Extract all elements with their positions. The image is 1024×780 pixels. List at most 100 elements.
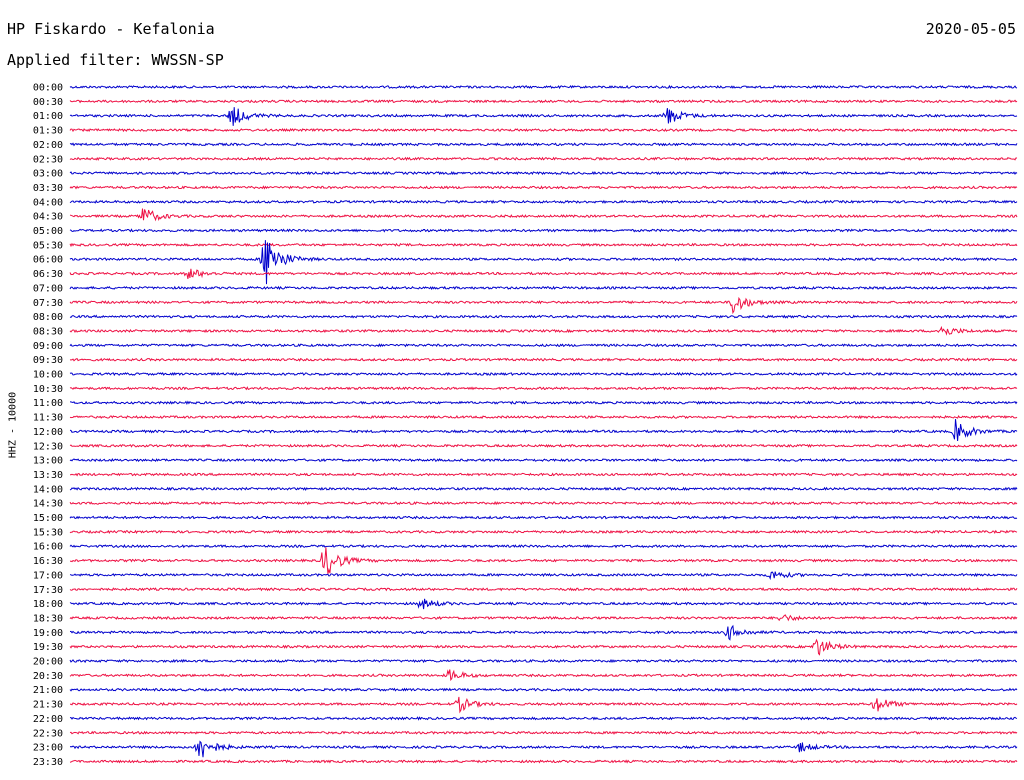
seismic-trace: [69, 142, 1018, 147]
row-time-label: 14:30: [33, 499, 63, 510]
seismic-trace: [69, 529, 1018, 534]
seismic-trace: [69, 614, 1018, 622]
row-time-label: 07:00: [33, 283, 63, 294]
row-time-label: 20:30: [33, 671, 63, 682]
seismic-trace: [69, 547, 1018, 575]
row-time-label: 11:00: [33, 398, 63, 409]
row-time-label: 01:30: [33, 126, 63, 137]
seismic-trace: [70, 400, 1018, 406]
seismic-trace: [69, 419, 1018, 442]
row-time-label: 19:00: [33, 628, 63, 639]
seismic-trace: [69, 759, 1018, 764]
row-time-label: 13:00: [33, 456, 63, 467]
station-title: HP Fiskardo - Kefalonia: [7, 20, 215, 38]
seismic-trace: [69, 443, 1018, 448]
seismic-trace: [69, 199, 1018, 204]
row-time-label: 00:00: [33, 83, 63, 94]
seismic-trace: [69, 107, 1018, 126]
row-time-label: 12:30: [33, 441, 63, 452]
seismic-trace: [69, 343, 1018, 348]
row-time-label: 15:00: [33, 513, 63, 524]
seismic-trace: [69, 515, 1018, 520]
seismic-trace: [69, 296, 1018, 315]
row-time-label: 10:30: [33, 384, 63, 395]
row-time-label: 21:00: [33, 685, 63, 696]
seismic-trace: [69, 571, 1018, 581]
row-time-label: 22:00: [33, 714, 63, 725]
seismic-trace: [69, 371, 1018, 377]
row-time-label: 04:30: [33, 212, 63, 223]
seismic-trace: [69, 99, 1018, 104]
seismic-trace: [69, 156, 1018, 161]
row-time-label: 10:00: [33, 370, 63, 381]
row-time-label: 05:30: [33, 240, 63, 251]
seismic-trace: [69, 208, 1018, 222]
seismic-trace: [69, 314, 1018, 319]
seismic-trace: [69, 84, 1018, 90]
seismic-trace: [69, 386, 1018, 391]
row-time-label: 23:30: [33, 757, 63, 768]
seismic-trace: [69, 325, 1018, 336]
seismic-trace: [69, 500, 1018, 506]
seismic-trace: [69, 543, 1018, 549]
seismic-trace: [69, 414, 1018, 420]
row-time-label: 12:00: [33, 427, 63, 438]
seismic-trace: [69, 242, 1018, 248]
seismic-trace: [69, 127, 1018, 133]
seismic-trace: [69, 357, 1018, 362]
row-time-label: 17:30: [33, 585, 63, 596]
row-time-label: 09:00: [33, 341, 63, 352]
row-time-label: 08:30: [33, 326, 63, 337]
seismic-trace: [69, 740, 1018, 758]
row-time-label: 03:30: [33, 183, 63, 194]
row-time-label: 22:30: [33, 728, 63, 739]
filter-label: Applied filter: WWSSN-SP: [7, 51, 224, 69]
seismic-trace: [70, 472, 1018, 477]
row-time-label: 16:00: [33, 542, 63, 553]
row-time-label: 14:00: [33, 484, 63, 495]
seismic-trace: [69, 638, 1018, 656]
row-time-label: 16:30: [33, 556, 63, 567]
row-time-label: 00:30: [33, 97, 63, 108]
row-time-label: 06:00: [33, 255, 63, 266]
row-time-label: 02:00: [33, 140, 63, 151]
row-time-label: 09:30: [33, 355, 63, 366]
row-time-label: 06:30: [33, 269, 63, 280]
row-time-label: 20:00: [33, 657, 63, 668]
seismic-trace: [69, 285, 1018, 291]
row-time-label: 08:00: [33, 312, 63, 323]
seismic-trace: [69, 716, 1018, 721]
row-time-label: 21:30: [33, 700, 63, 711]
seismic-trace: [69, 268, 1018, 279]
row-time-label: 19:30: [33, 642, 63, 653]
seismic-trace: [69, 730, 1018, 735]
row-time-label: 17:00: [33, 570, 63, 581]
seismic-trace: [69, 669, 1018, 682]
seismic-trace: [69, 458, 1018, 463]
seismic-trace: [69, 658, 1018, 664]
seismic-trace: [69, 171, 1018, 176]
row-time-label: 11:30: [33, 413, 63, 424]
row-time-label: 05:00: [33, 226, 63, 237]
seismic-trace: [69, 587, 1018, 592]
row-time-label: 18:30: [33, 613, 63, 624]
row-time-label: 15:30: [33, 527, 63, 538]
row-time-label: 03:00: [33, 169, 63, 180]
row-time-label: 18:00: [33, 599, 63, 610]
date-label: 2020-05-05: [925, 20, 1016, 38]
row-time-label: 13:30: [33, 470, 63, 481]
row-time-label: 23:00: [33, 743, 63, 754]
seismic-trace: [69, 598, 1018, 610]
row-time-label: 02:30: [33, 154, 63, 165]
seismic-trace: [69, 696, 1018, 714]
row-time-label: 01:00: [33, 111, 63, 122]
seismic-trace: [69, 486, 1018, 491]
seismic-trace: [69, 228, 1018, 233]
seismic-trace: [69, 687, 1018, 692]
row-time-label: 07:30: [33, 298, 63, 309]
seismic-trace: [69, 185, 1018, 190]
seismic-trace: [69, 240, 1018, 285]
row-time-label: 04:00: [33, 197, 63, 208]
seismic-trace: [69, 624, 1018, 641]
